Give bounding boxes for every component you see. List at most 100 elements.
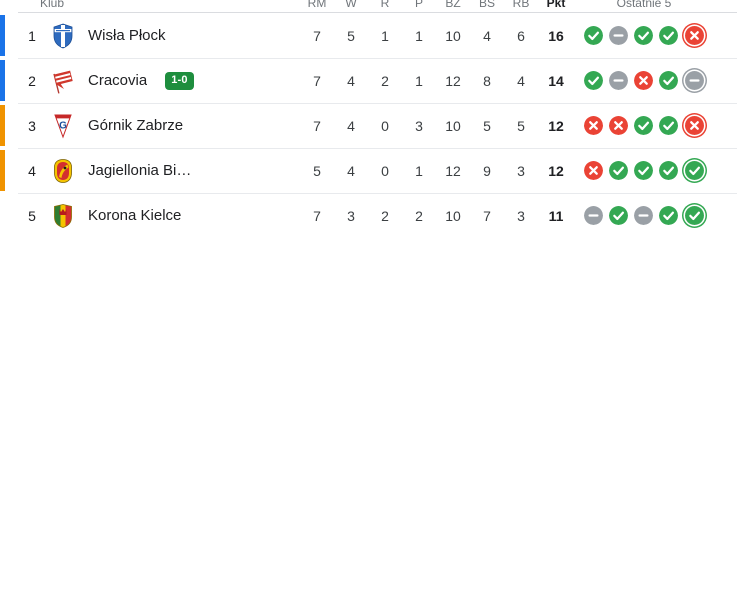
stat-r: 1 <box>381 27 389 44</box>
stat-points: 12 <box>548 162 564 179</box>
table-row[interactable]: 5 Korona Kielce 7 3 2 2 10 7 3 11 <box>0 193 737 238</box>
form-draw-icon-latest <box>684 71 704 90</box>
position-number: 3 <box>28 117 36 134</box>
stat-bz: 10 <box>445 117 461 134</box>
stat-rm: 7 <box>313 27 321 44</box>
column-header-w: W <box>345 0 357 10</box>
team-crest-gornik-zabrze-icon: G <box>46 113 80 139</box>
stat-rb: 3 <box>517 207 525 224</box>
stat-bz: 12 <box>445 162 461 179</box>
stat-rb: 3 <box>517 162 525 179</box>
form-win-icon <box>659 206 678 225</box>
form-last5-cell <box>574 26 714 45</box>
stat-bs: 8 <box>483 72 491 89</box>
team-name: Wisła Płock <box>88 27 166 44</box>
team-crest-cracovia-icon <box>46 68 80 94</box>
form-draw-icon <box>584 206 603 225</box>
stat-w: 5 <box>347 27 355 44</box>
live-score-badge[interactable]: 1-0 <box>165 71 194 90</box>
stat-rm: 7 <box>313 72 321 89</box>
column-header-r: R <box>380 0 390 10</box>
team-name-cell: Jagiellonia Bi… <box>80 162 300 179</box>
team-name: Cracovia <box>88 72 148 89</box>
form-win-icon <box>634 161 653 180</box>
stat-rm: 7 <box>313 117 321 134</box>
form-last5-cell <box>574 206 714 225</box>
stat-w: 3 <box>347 207 355 224</box>
league-table: Klub RM W R P BZ BS RB Pkt Ostatnie 5 1 W… <box>0 0 737 238</box>
stat-points: 16 <box>548 27 564 44</box>
stat-w: 4 <box>347 162 355 179</box>
form-win-icon <box>659 116 678 135</box>
stat-p: 1 <box>415 72 423 89</box>
form-loss-icon <box>609 116 628 135</box>
team-crest-jagiellonia-icon <box>46 158 80 184</box>
stat-w: 4 <box>347 72 355 89</box>
column-header-p: P <box>414 0 423 10</box>
form-win-icon <box>659 161 678 180</box>
team-name: Jagiellonia Bi… <box>88 162 192 179</box>
form-win-icon <box>659 26 678 45</box>
form-win-icon <box>634 26 653 45</box>
stat-p: 3 <box>415 117 423 134</box>
column-header-rm: RM <box>307 0 327 10</box>
position-number: 4 <box>28 162 36 179</box>
form-draw-icon <box>609 26 628 45</box>
form-win-icon-latest <box>684 161 704 180</box>
stat-r: 0 <box>381 117 389 134</box>
stat-bs: 5 <box>483 117 491 134</box>
column-header-bz: BZ <box>445 0 461 10</box>
team-crest-korona-kielce-icon <box>46 203 80 229</box>
stat-r: 2 <box>381 72 389 89</box>
stat-bs: 9 <box>483 162 491 179</box>
form-draw-icon <box>634 206 653 225</box>
stat-p: 2 <box>415 207 423 224</box>
position-number: 2 <box>28 72 36 89</box>
team-crest-wisla-plock-icon <box>46 23 80 49</box>
stat-bs: 7 <box>483 207 491 224</box>
team-name-cell: Górnik Zabrze <box>80 117 300 134</box>
form-loss-icon <box>634 71 653 90</box>
stat-r: 0 <box>381 162 389 179</box>
column-header-klub: Klub <box>40 0 65 10</box>
form-last5-cell <box>574 116 714 135</box>
table-header-row: Klub RM W R P BZ BS RB Pkt Ostatnie 5 <box>0 0 737 13</box>
stat-bs: 4 <box>483 27 491 44</box>
stat-bz: 12 <box>445 72 461 89</box>
table-row[interactable]: 3 G Górnik Zabrze 7 4 0 3 10 5 5 12 <box>0 103 737 148</box>
form-win-icon <box>584 26 603 45</box>
position-number: 5 <box>28 207 36 224</box>
stat-bz: 10 <box>445 207 461 224</box>
stat-points: 14 <box>548 72 564 89</box>
team-name: Górnik Zabrze <box>88 117 184 134</box>
team-name-cell: Cracovia 1-0 <box>80 71 300 90</box>
stat-rb: 6 <box>517 27 525 44</box>
stat-p: 1 <box>415 162 423 179</box>
stat-points: 11 <box>548 207 564 224</box>
form-win-icon <box>584 71 603 90</box>
column-header-ostatnie: Ostatnie 5 <box>616 0 672 10</box>
stat-r: 2 <box>381 207 389 224</box>
stat-bz: 10 <box>445 27 461 44</box>
stat-w: 4 <box>347 117 355 134</box>
table-body: 1 Wisła Płock 7 5 1 1 10 4 6 16 2 Cracovia 1-0 7 4 2 1 12… <box>0 13 737 238</box>
form-last5-cell <box>574 71 714 90</box>
team-name-cell: Wisła Płock <box>80 27 300 44</box>
position-number: 1 <box>28 27 36 44</box>
column-header-bs: BS <box>478 0 495 10</box>
form-win-icon-latest <box>684 206 704 225</box>
form-loss-icon <box>584 161 603 180</box>
team-name-cell: Korona Kielce <box>80 207 300 224</box>
stat-rm: 7 <box>313 207 321 224</box>
column-header-pkt: Pkt <box>546 0 566 10</box>
table-row[interactable]: 4 Jagiellonia Bi… 5 4 0 1 12 9 3 12 <box>0 148 737 193</box>
form-loss-icon-latest <box>684 26 704 45</box>
form-draw-icon <box>609 71 628 90</box>
stat-rb: 5 <box>517 117 525 134</box>
table-row[interactable]: 2 Cracovia 1-0 7 4 2 1 12 8 4 14 <box>0 58 737 103</box>
form-win-icon <box>609 206 628 225</box>
form-win-icon <box>634 116 653 135</box>
team-name: Korona Kielce <box>88 207 182 224</box>
column-header-rb: RB <box>512 0 530 10</box>
table-row[interactable]: 1 Wisła Płock 7 5 1 1 10 4 6 16 <box>0 13 737 58</box>
